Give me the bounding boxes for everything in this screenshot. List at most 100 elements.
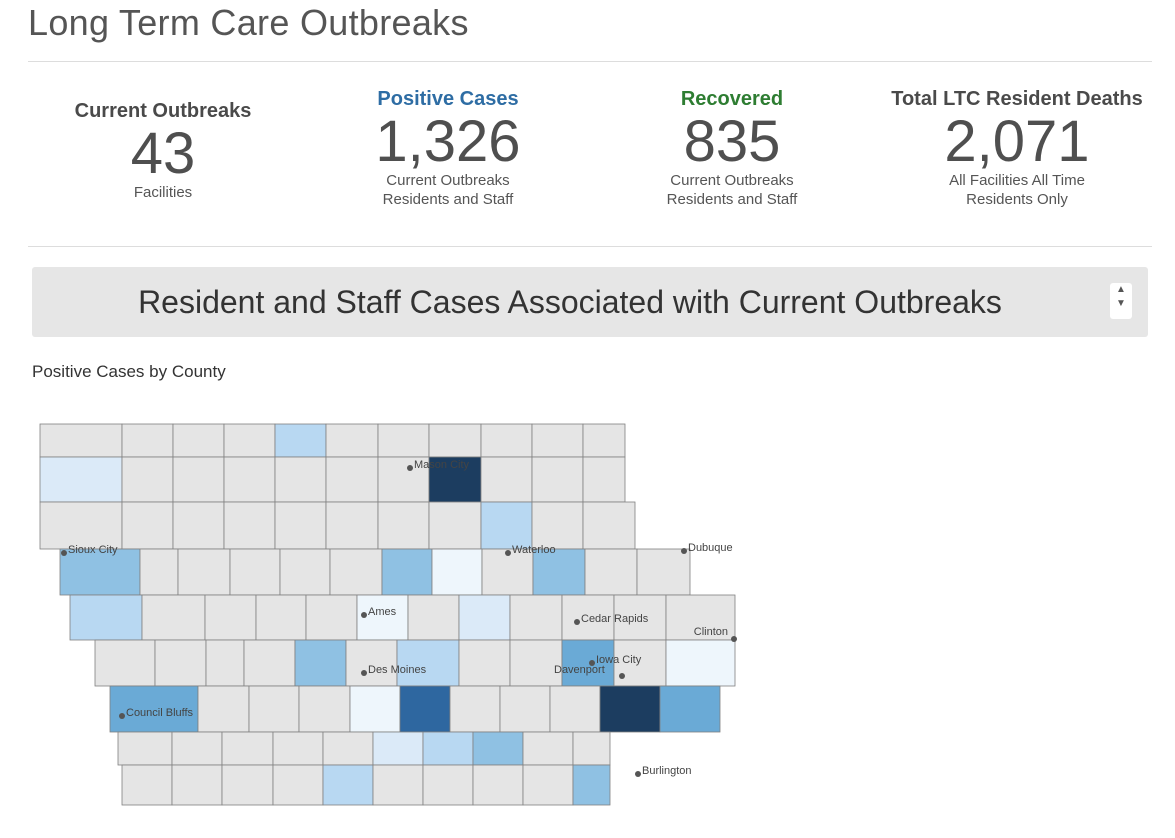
scroll-up-icon[interactable]: ▲: [1116, 284, 1126, 295]
county-shape[interactable]: [272, 764, 324, 806]
county-shape[interactable]: [305, 594, 358, 641]
county-shape[interactable]: [121, 501, 174, 550]
county-shape[interactable]: [572, 731, 611, 766]
county-shape[interactable]: [531, 423, 584, 458]
county-shape[interactable]: [279, 548, 331, 596]
county-shape[interactable]: [322, 731, 374, 766]
county-shape[interactable]: [377, 456, 430, 503]
county-shape[interactable]: [117, 731, 173, 766]
county-shape[interactable]: [499, 685, 551, 733]
county-shape[interactable]: [248, 685, 300, 733]
county-shape[interactable]: [428, 423, 482, 458]
county-shape[interactable]: [325, 423, 379, 458]
county-shape[interactable]: [298, 685, 351, 733]
county-shape[interactable]: [223, 456, 276, 503]
iowa-county-map[interactable]: Mason City Sioux City Waterloo Dubuque Ames C…: [30, 415, 760, 835]
county-shape[interactable]: [509, 639, 563, 687]
county-shape[interactable]: [154, 639, 207, 687]
county-shape[interactable]: [636, 548, 691, 596]
county-shape[interactable]: [458, 594, 511, 641]
county-shape[interactable]: [381, 548, 433, 596]
county-shape[interactable]: [428, 501, 482, 550]
county-shape[interactable]: [272, 731, 324, 766]
county-shape[interactable]: [255, 594, 307, 641]
county-shape[interactable]: [396, 639, 460, 687]
county-shape[interactable]: [422, 731, 474, 766]
county-shape[interactable]: [205, 639, 245, 687]
county-shape[interactable]: [274, 456, 327, 503]
county-shape[interactable]: [584, 548, 638, 596]
county-shape[interactable]: [428, 456, 482, 503]
county-shape[interactable]: [582, 501, 636, 550]
county-shape[interactable]: [221, 764, 274, 806]
county-shape[interactable]: [349, 685, 401, 733]
county-shape[interactable]: [274, 501, 327, 550]
county-shape[interactable]: [229, 548, 281, 596]
county-shape[interactable]: [449, 685, 501, 733]
county-shape[interactable]: [431, 548, 483, 596]
county-shape[interactable]: [204, 594, 257, 641]
county-shape[interactable]: [345, 639, 398, 687]
county-shape[interactable]: [399, 685, 451, 733]
county-shape[interactable]: [69, 594, 143, 641]
county-shape[interactable]: [480, 456, 533, 503]
county-shape[interactable]: [94, 639, 156, 687]
county-shape[interactable]: [522, 764, 574, 806]
county-shape[interactable]: [582, 456, 626, 503]
county-shape[interactable]: [172, 501, 225, 550]
county-shape[interactable]: [172, 456, 225, 503]
county-shape[interactable]: [139, 548, 179, 596]
county-shape[interactable]: [665, 639, 736, 687]
county-shape[interactable]: [472, 764, 524, 806]
county-shape[interactable]: [522, 731, 574, 766]
county-shape[interactable]: [39, 423, 123, 458]
county-shape[interactable]: [274, 423, 327, 458]
county-shape[interactable]: [39, 501, 123, 550]
county-shape[interactable]: [243, 639, 296, 687]
county-shape[interactable]: [422, 764, 474, 806]
county-shape[interactable]: [531, 501, 584, 550]
county-shape[interactable]: [377, 501, 430, 550]
county-shape[interactable]: [223, 423, 276, 458]
county-shape[interactable]: [372, 731, 424, 766]
county-shape[interactable]: [221, 731, 274, 766]
county-shape[interactable]: [121, 423, 174, 458]
county-shape[interactable]: [172, 423, 225, 458]
county-shape[interactable]: [329, 548, 383, 596]
county-shape[interactable]: [322, 764, 374, 806]
county-shape[interactable]: [480, 423, 533, 458]
county-shape[interactable]: [531, 456, 584, 503]
county-shape[interactable]: [549, 685, 601, 733]
county-shape[interactable]: [109, 685, 199, 733]
county-shape[interactable]: [480, 501, 533, 550]
county-shape[interactable]: [377, 423, 430, 458]
scroll-down-icon[interactable]: ▼: [1116, 298, 1126, 309]
county-shape[interactable]: [197, 685, 250, 733]
county-shape[interactable]: [509, 594, 563, 641]
county-shape[interactable]: [171, 731, 223, 766]
county-shape[interactable]: [121, 764, 173, 806]
county-shape[interactable]: [659, 685, 721, 733]
county-shape[interactable]: [141, 594, 206, 641]
county-shape[interactable]: [472, 731, 524, 766]
county-shape[interactable]: [325, 456, 379, 503]
county-shape[interactable]: [561, 594, 615, 641]
county-shape[interactable]: [572, 764, 611, 806]
county-shape[interactable]: [121, 456, 174, 503]
county-shape[interactable]: [458, 639, 511, 687]
county-shape[interactable]: [561, 639, 615, 687]
county-shape[interactable]: [294, 639, 347, 687]
county-shape[interactable]: [481, 548, 534, 596]
section-scroller[interactable]: ▲ ▼: [1110, 283, 1132, 319]
county-shape[interactable]: [325, 501, 379, 550]
county-shape[interactable]: [39, 456, 123, 503]
county-shape[interactable]: [613, 594, 667, 641]
county-shape[interactable]: [599, 685, 661, 733]
county-shape[interactable]: [532, 548, 586, 596]
county-shape[interactable]: [407, 594, 460, 641]
county-shape[interactable]: [223, 501, 276, 550]
county-shape[interactable]: [582, 423, 626, 458]
county-shape[interactable]: [372, 764, 424, 806]
county-layer[interactable]: [39, 423, 736, 806]
county-shape[interactable]: [177, 548, 231, 596]
